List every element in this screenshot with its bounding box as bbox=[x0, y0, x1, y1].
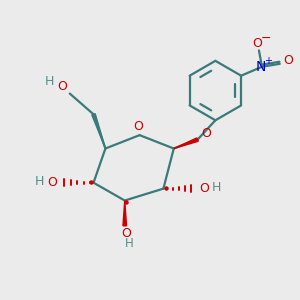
Text: O: O bbox=[284, 54, 294, 67]
Text: O: O bbox=[199, 182, 209, 194]
Text: H: H bbox=[125, 237, 134, 250]
Text: H: H bbox=[212, 181, 221, 194]
Text: O: O bbox=[133, 120, 143, 133]
Text: H: H bbox=[44, 74, 54, 88]
Text: H: H bbox=[35, 175, 44, 188]
Text: O: O bbox=[201, 127, 211, 140]
Text: O: O bbox=[47, 176, 57, 189]
Text: O: O bbox=[121, 227, 131, 240]
Polygon shape bbox=[174, 138, 198, 148]
Text: −: − bbox=[260, 32, 271, 45]
Polygon shape bbox=[123, 200, 127, 226]
Text: +: + bbox=[264, 56, 272, 66]
Text: O: O bbox=[253, 38, 262, 50]
Text: N: N bbox=[255, 60, 266, 74]
Polygon shape bbox=[92, 114, 105, 148]
Text: O: O bbox=[57, 80, 67, 93]
